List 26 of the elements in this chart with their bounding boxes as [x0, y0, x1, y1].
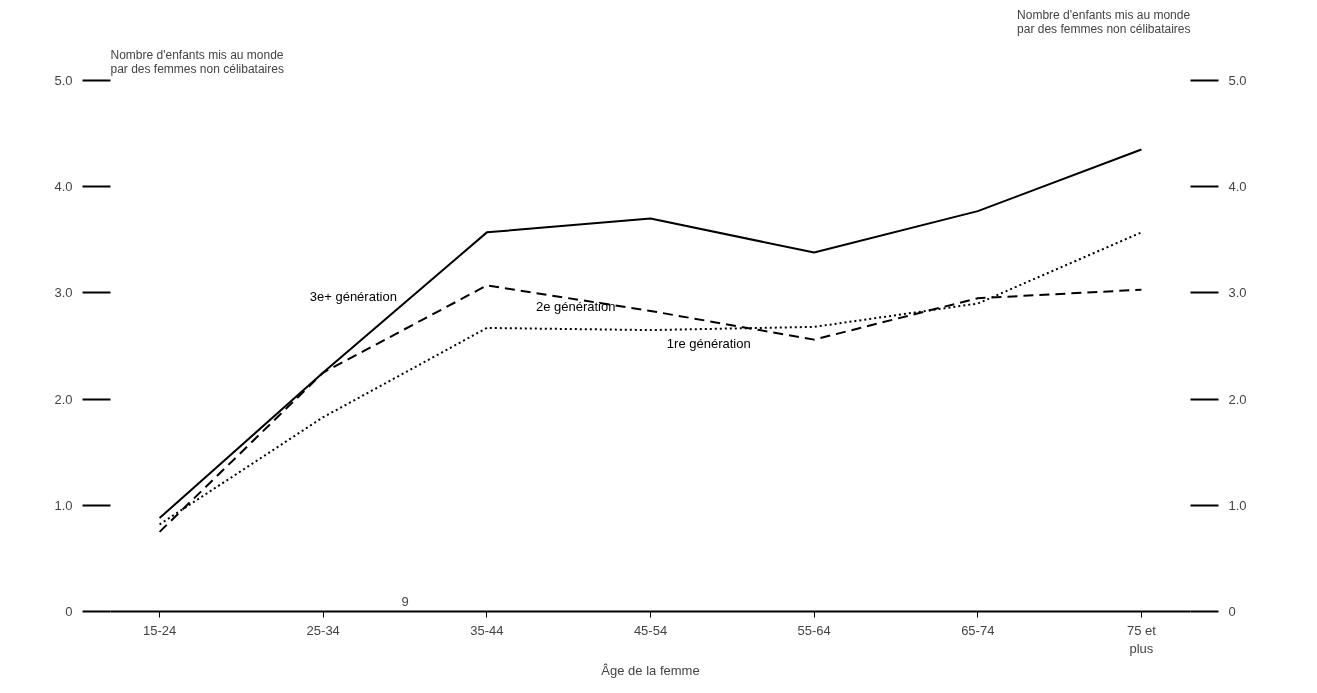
x-tick-label: 75 et plus — [1126, 622, 1157, 656]
y-tick-label: 2.0 — [54, 391, 73, 407]
x-tick-label: 35-44 — [470, 622, 504, 638]
y-axis-title: Nombre d'enfants mis au monde par des femmes non célibataires — [110, 47, 284, 76]
series-label: 1re génération — [666, 336, 751, 352]
y2-tick-label: 0 — [1228, 604, 1236, 619]
series-label: 3e+ génération — [309, 289, 397, 305]
y-tick-label: 3.0 — [54, 285, 73, 301]
y-tick-label: 5.0 — [54, 73, 73, 88]
y-tick-label: 0 — [65, 604, 73, 619]
x-tick-label: 65-74 — [961, 622, 995, 638]
x-tick-label: 45-54 — [633, 622, 668, 638]
y-tick-label: 4.0 — [54, 179, 73, 195]
y2-axis-title: Nombre d'enfants mis au monde par des femmes non célibataires — [1017, 7, 1191, 36]
y2-tick-label: 2.0 — [1228, 391, 1247, 407]
annotation: 9 — [401, 594, 409, 610]
x-tick-label: 55-64 — [797, 622, 831, 638]
x-tick-label: 15-24 — [142, 622, 177, 638]
y2-tick-label: 5.0 — [1228, 73, 1247, 88]
y2-tick-label: 3.0 — [1228, 285, 1247, 301]
y-tick-label: 1.0 — [54, 497, 73, 513]
y2-tick-label: 4.0 — [1228, 179, 1247, 195]
x-axis-title: Âge de la femme — [601, 662, 700, 678]
x-tick-label: 25-34 — [306, 622, 340, 638]
series-label: 2e génération — [535, 299, 616, 315]
y2-tick-label: 1.0 — [1228, 497, 1247, 513]
